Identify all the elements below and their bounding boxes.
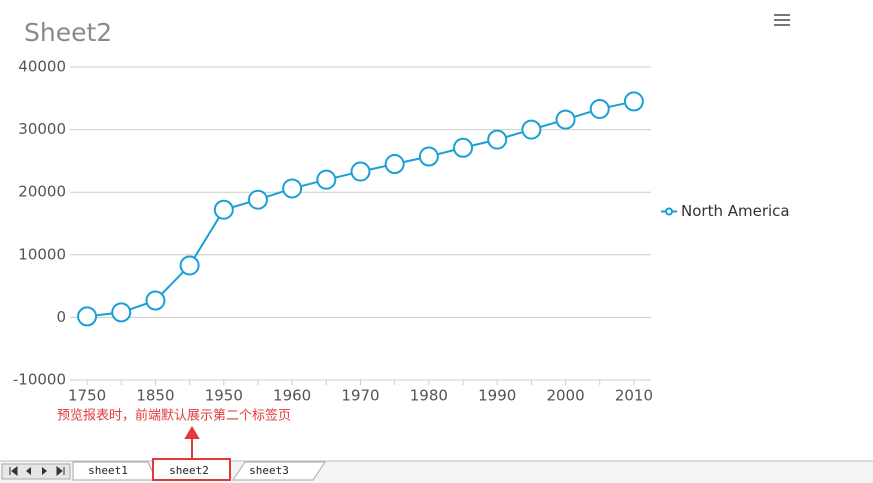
tab-active[interactable] [152, 458, 231, 481]
point [555, 109, 576, 130]
point [179, 255, 200, 276]
x-tick-label: 2010 [615, 387, 653, 405]
nav-last[interactable] [56, 465, 65, 477]
nav-box [1, 463, 71, 480]
point [453, 137, 474, 158]
x-tick-label: 1960 [273, 387, 311, 405]
point [247, 189, 268, 210]
x-tick-label: 1990 [478, 387, 516, 405]
x-tick-label: 1950 [205, 387, 243, 405]
menu-icon[interactable] [774, 14, 790, 26]
point [521, 119, 542, 140]
chart-title: Sheet2 [24, 18, 112, 47]
y-tick-label: -10000 [13, 371, 66, 389]
x-tick-label: 1980 [410, 387, 448, 405]
point [589, 98, 610, 119]
point [350, 161, 371, 182]
x-tick-label: 1970 [341, 387, 379, 405]
nav-next[interactable] [42, 467, 47, 475]
x-tick-label: 2000 [546, 387, 584, 405]
y-tick-label: 30000 [18, 120, 66, 138]
y-tick-label: 20000 [18, 183, 66, 201]
tab-label[interactable]: sheet2 [169, 464, 209, 477]
y-tick-label: 10000 [18, 245, 66, 263]
point [487, 129, 508, 150]
point [384, 154, 405, 175]
arrow-head [184, 426, 200, 439]
point [111, 302, 132, 323]
y-tick-label: 0 [56, 308, 66, 326]
x-tick-label: 1750 [68, 387, 106, 405]
point [77, 306, 98, 327]
annotation: 预览报表时，前端默认展示第二个标签页 [57, 408, 291, 424]
point [282, 178, 303, 199]
tab-label[interactable]: sheet3 [249, 464, 289, 477]
point [623, 91, 644, 112]
point [213, 199, 234, 220]
legend-label: North America [681, 202, 790, 220]
point [316, 169, 337, 190]
x-tick-label: 1850 [136, 387, 174, 405]
nav-prev[interactable] [26, 467, 31, 475]
tab[interactable] [232, 461, 326, 481]
tab-label[interactable]: sheet1 [88, 464, 128, 477]
y-tick-label: 40000 [18, 58, 66, 76]
arrow [184, 426, 200, 458]
legend-marker [665, 207, 673, 216]
point [418, 146, 439, 167]
nav-buttons[interactable] [1, 463, 71, 480]
series-line [86, 100, 635, 318]
point [145, 290, 166, 311]
nav-first[interactable] [9, 465, 18, 477]
